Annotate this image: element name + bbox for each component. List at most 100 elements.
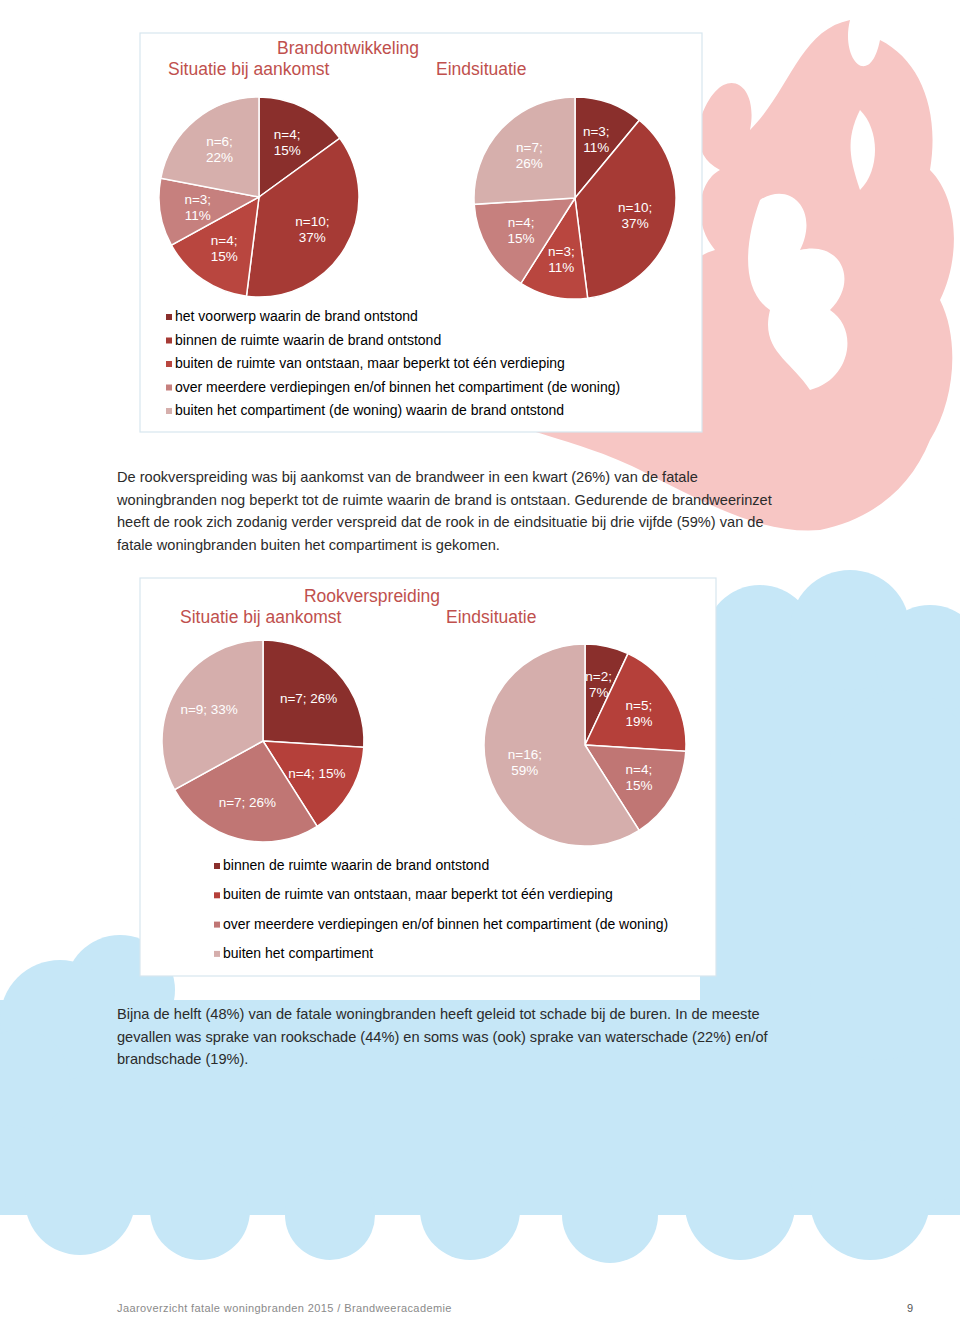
paragraph-line: De rookverspreiding was bij aankomst van…: [117, 469, 698, 485]
label-line: n=10;: [295, 214, 329, 229]
figure-frame: [140, 33, 702, 432]
series-name: Situatie bij aankomst: [180, 607, 342, 627]
legend-swatch: [214, 892, 220, 898]
cloud: [562, 1167, 658, 1263]
label-line: n=16;: [508, 747, 542, 762]
pie-slice: [162, 640, 263, 790]
data-label: n=7;26%: [516, 140, 543, 171]
pie-slice: [474, 97, 575, 204]
label-line: n=5;: [626, 698, 653, 713]
label-line: 11%: [583, 140, 609, 155]
label-line: n=3;: [583, 124, 610, 139]
legend-swatch: [166, 408, 172, 414]
legend-label: buiten de ruimte van ontstaan, maar bepe…: [175, 355, 565, 371]
data-label: n=3;11%: [548, 244, 575, 275]
label-line: 37%: [622, 216, 649, 231]
pie-slice: [263, 640, 364, 747]
data-label: n=7; 26%: [219, 795, 276, 810]
flame-gap: [748, 194, 847, 390]
cloud: [150, 1160, 250, 1260]
label-line: 15%: [625, 778, 652, 793]
chart-title: Brandontwikkeling: [277, 38, 419, 58]
label-line: n=4;: [211, 233, 238, 248]
paragraph-line: heeft de rook zich zodanig verder verspr…: [117, 514, 764, 530]
cloud: [25, 1145, 135, 1255]
paragraph-line: fatale woningbranden buiten het comparti…: [117, 537, 500, 553]
data-label: n=6;22%: [206, 134, 233, 165]
label-line: 26%: [516, 156, 543, 171]
legend-label: buiten het compartiment: [223, 945, 373, 961]
data-label: n=5;19%: [625, 698, 652, 729]
label-line: 11%: [548, 260, 574, 275]
legend-label: buiten de ruimte van ontstaan, maar bepe…: [223, 886, 613, 902]
decoration: [0, 20, 960, 1263]
data-label: n=16;59%: [508, 747, 542, 778]
label-line: 15%: [274, 143, 301, 158]
cloud: [420, 1160, 520, 1260]
legend-swatch: [166, 314, 172, 320]
pie-slice: [246, 138, 359, 297]
series-name: Situatie bij aankomst: [168, 59, 330, 79]
legend: binnen de ruimte waarin de brand ontston…: [214, 857, 668, 961]
pie-labels: n=4;15%n=10;37%n=4;15%n=3;11%n=6;22%: [184, 127, 329, 265]
page: BrandontwikkelingSituatie bij aankomstn=…: [0, 0, 960, 1317]
data-label: n=4; 15%: [288, 766, 345, 781]
pie-slice: [585, 654, 686, 752]
legend-label: over meerdere verdiepingen en/of binnen …: [223, 916, 668, 932]
data-label: n=7; 26%: [280, 691, 337, 706]
data-label: n=2;7%: [585, 669, 612, 700]
cloud: [830, 690, 960, 830]
cloud: [0, 1030, 70, 1130]
label-line: n=7;: [516, 140, 543, 155]
pie-labels: n=2;7% n=5;19% n=4;15% n=16;59%: [508, 669, 653, 793]
label-line: n=2;: [585, 669, 612, 684]
label-line: n=4;: [626, 762, 653, 777]
legend-label: binnen de ruimte waarin de brand ontston…: [223, 857, 489, 873]
cloud: [685, 1150, 795, 1260]
data-label: n=3;11%: [583, 124, 610, 155]
figure: RookverspreidingSituatie bij aankomst n=7…: [140, 578, 716, 976]
footer-text: Jaaroverzicht fatale woningbranden 2015 …: [117, 1302, 452, 1314]
legend-swatch: [166, 385, 172, 391]
paragraph: De rookverspreiding was bij aankomst van…: [116, 469, 772, 553]
pie-slice: [161, 97, 259, 197]
data-label: n=4;15%: [211, 233, 238, 264]
label-line: 11%: [185, 208, 211, 223]
label-line: n=3;: [548, 244, 575, 259]
cloud: [810, 920, 950, 1060]
legend-label: het voorwerp waarin de brand ontstond: [175, 308, 418, 324]
paragraph-line: Bijna de helft (48%) van de fatale wonin…: [117, 1006, 760, 1022]
data-label: n=3;11%: [184, 192, 211, 223]
legend: het voorwerp waarin de brand ontstondbin…: [166, 308, 620, 418]
legend-label: buiten het compartiment (de woning) waar…: [175, 402, 564, 418]
legend-swatch: [166, 361, 172, 367]
figure-frame: [140, 578, 716, 976]
pie-slice: [575, 120, 676, 298]
data-label: n=10;37%: [295, 214, 329, 245]
data-label: n=4;15%: [625, 762, 652, 793]
pie-slice: [474, 198, 575, 283]
series-name: Eindsituatie: [436, 59, 526, 79]
pie-labels: n=7; 26%n=4; 15%n=7; 26%n=9; 33%: [180, 691, 345, 810]
legend-swatch: [214, 922, 220, 928]
cloud: [285, 1170, 375, 1260]
series-name: Eindsituatie: [446, 607, 536, 627]
data-label: n=4;15%: [274, 127, 301, 158]
label-line: n=4;: [274, 127, 301, 142]
legend-swatch: [166, 338, 172, 344]
chart-title: Rookverspreiding: [304, 586, 440, 606]
label-line: 7%: [589, 685, 609, 700]
paragraph: Bijna de helft (48%) van de fatale wonin…: [117, 1006, 769, 1067]
pie: [162, 640, 364, 842]
label-line: 22%: [206, 150, 233, 165]
flame-gap: [851, 110, 875, 190]
legend-swatch: [214, 863, 220, 869]
pie-labels: n=3;11%n=10;37%n=3;11%n=4;15%n=7;26%: [508, 124, 653, 275]
paragraph-line: gevallen was sprake van rookschade (44%)…: [117, 1029, 769, 1045]
data-label: n=10;37%: [618, 200, 652, 231]
page-canvas: BrandontwikkelingSituatie bij aankomstn=…: [0, 0, 960, 1317]
label-line: 15%: [211, 249, 238, 264]
pie: [159, 97, 359, 297]
paragraph-line: woningbranden nog beperkt tot de ruimte …: [116, 492, 772, 508]
label-line: n=4;: [508, 215, 535, 230]
